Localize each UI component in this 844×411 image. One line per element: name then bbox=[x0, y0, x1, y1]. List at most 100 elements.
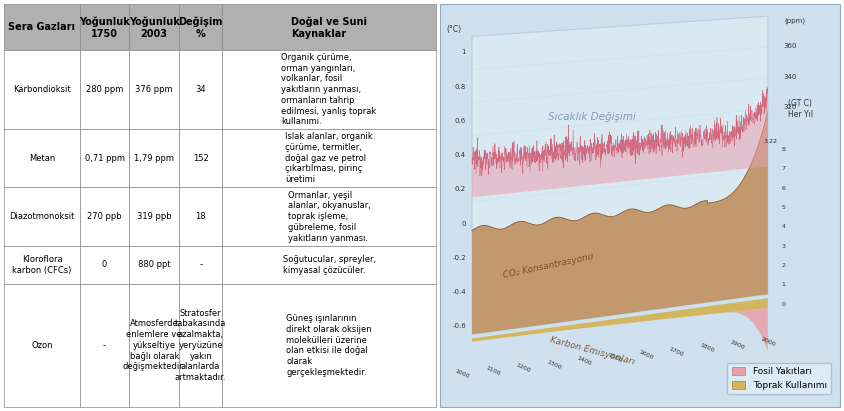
Text: 270 ppb: 270 ppb bbox=[87, 212, 122, 221]
Legend: Fosil Yakıtları, Toprak Kullanımı: Fosil Yakıtları, Toprak Kullanımı bbox=[728, 363, 831, 394]
Bar bbox=[80, 51, 129, 129]
Text: Sıcaklık Değişimi: Sıcaklık Değişimi bbox=[548, 112, 636, 122]
Text: Doğal ve Suni
Kaynaklar: Doğal ve Suni Kaynaklar bbox=[291, 16, 367, 39]
Bar bbox=[80, 4, 129, 51]
Text: Organik çürüme,
orman yangınları,
volkanlar, fosil
yakıtların yanması,
ormanları: Organik çürüme, orman yangınları, volkan… bbox=[281, 53, 376, 127]
Bar bbox=[4, 129, 80, 187]
Text: Karbondioksit: Karbondioksit bbox=[14, 85, 71, 94]
Text: -: - bbox=[103, 341, 106, 350]
Text: 1: 1 bbox=[462, 49, 466, 55]
Text: Değişim
%: Değişim % bbox=[178, 16, 223, 39]
Text: -: - bbox=[199, 261, 203, 269]
Text: 0: 0 bbox=[102, 261, 107, 269]
Text: -0.6: -0.6 bbox=[452, 323, 466, 329]
Text: Metan: Metan bbox=[29, 154, 55, 163]
Bar bbox=[179, 246, 222, 284]
Bar bbox=[4, 4, 80, 51]
Bar bbox=[80, 129, 129, 187]
Text: 8: 8 bbox=[782, 147, 786, 152]
Text: (°C): (°C) bbox=[446, 25, 462, 34]
Text: 1400: 1400 bbox=[576, 356, 592, 367]
Bar bbox=[80, 187, 129, 246]
Text: 0: 0 bbox=[782, 302, 786, 307]
Text: Yoğunluk
2003: Yoğunluk 2003 bbox=[129, 16, 180, 39]
Text: 1200: 1200 bbox=[515, 362, 532, 373]
Text: 340: 340 bbox=[784, 74, 798, 80]
Bar bbox=[222, 129, 436, 187]
Text: Soğutucular, spreyler,
kimyasal çözücüler.: Soğutucular, spreyler, kimyasal çözücüle… bbox=[283, 255, 376, 275]
Text: Yoğunluk
1750: Yoğunluk 1750 bbox=[79, 16, 130, 39]
Text: 2000: 2000 bbox=[760, 336, 776, 348]
Text: 1600: 1600 bbox=[637, 349, 653, 360]
Bar bbox=[222, 4, 436, 51]
Text: (ppm): (ppm) bbox=[785, 17, 806, 24]
Text: 4: 4 bbox=[782, 224, 786, 229]
Text: 1800: 1800 bbox=[699, 343, 715, 354]
Text: Güneş ışınlarının
direkt olarak oksijen
molekülleri üzerine
olan etkisi ile doğa: Güneş ışınlarının direkt olarak oksijen … bbox=[286, 314, 372, 377]
Text: Ozon: Ozon bbox=[31, 341, 52, 350]
Text: 1900: 1900 bbox=[729, 339, 745, 351]
Text: 0,71 ppm: 0,71 ppm bbox=[84, 154, 125, 163]
Text: Karbon Emisyonları: Karbon Emisyonları bbox=[549, 335, 636, 366]
Text: 18: 18 bbox=[195, 212, 206, 221]
Bar bbox=[129, 4, 179, 51]
Text: Ormanlar, yeşil
alanlar, okyanuslar,
toprak işleme,
gübreleme, fosil
yakıtların : Ormanlar, yeşil alanlar, okyanuslar, top… bbox=[288, 191, 371, 242]
Bar bbox=[179, 51, 222, 129]
Text: CO₂ Konsantrasyonu: CO₂ Konsantrasyonu bbox=[502, 252, 594, 280]
Text: 1500: 1500 bbox=[607, 353, 623, 364]
Text: Stratosfer
tabakasında
azalmakta,
yeryüzüne
yakın
alanlarda
artmaktadır.: Stratosfer tabakasında azalmakta, yeryüz… bbox=[175, 309, 226, 382]
Bar bbox=[222, 284, 436, 407]
Text: Diazotmonoksit: Diazotmonoksit bbox=[9, 212, 74, 221]
Polygon shape bbox=[472, 88, 768, 197]
Text: 360: 360 bbox=[784, 44, 798, 49]
Text: 3: 3 bbox=[782, 244, 786, 249]
Text: 1: 1 bbox=[782, 282, 786, 287]
Bar bbox=[222, 187, 436, 246]
Polygon shape bbox=[472, 112, 768, 335]
Text: 6: 6 bbox=[782, 186, 786, 191]
Bar bbox=[222, 51, 436, 129]
Text: 1100: 1100 bbox=[484, 365, 500, 376]
Bar bbox=[80, 246, 129, 284]
Bar bbox=[179, 4, 222, 51]
Text: 0: 0 bbox=[462, 221, 466, 226]
Polygon shape bbox=[472, 308, 768, 351]
Text: 0.6: 0.6 bbox=[455, 118, 466, 124]
Bar bbox=[4, 51, 80, 129]
Text: 1,79 ppm: 1,79 ppm bbox=[134, 154, 174, 163]
Bar bbox=[129, 246, 179, 284]
Text: Islak alanlar, organik
çürüme, termitler,
doğal gaz ve petrol
çıkartılması, piri: Islak alanlar, organik çürüme, termitler… bbox=[285, 132, 373, 184]
Text: -0.2: -0.2 bbox=[452, 255, 466, 261]
Text: -0.4: -0.4 bbox=[452, 289, 466, 295]
Bar bbox=[129, 51, 179, 129]
Text: Atmosferde
enlemlere ve
yükseltiye
bağlı olarak
değişmektedir.: Atmosferde enlemlere ve yükseltiye bağlı… bbox=[123, 319, 186, 372]
Bar bbox=[129, 129, 179, 187]
Bar bbox=[179, 129, 222, 187]
Text: 2: 2 bbox=[782, 263, 786, 268]
Text: 280 ppm: 280 ppm bbox=[86, 85, 123, 94]
Text: 0.8: 0.8 bbox=[455, 84, 466, 90]
Text: 320: 320 bbox=[784, 104, 798, 110]
Bar bbox=[179, 284, 222, 407]
Text: 1300: 1300 bbox=[546, 359, 562, 370]
Bar bbox=[179, 187, 222, 246]
Text: Sera Gazları: Sera Gazları bbox=[8, 22, 75, 32]
Text: Kloroflora
karbon (CFCs): Kloroflora karbon (CFCs) bbox=[13, 255, 72, 275]
Text: 0.2: 0.2 bbox=[455, 187, 466, 192]
Bar bbox=[80, 284, 129, 407]
Text: (GT C)
Her Yıl: (GT C) Her Yıl bbox=[787, 99, 813, 119]
Bar bbox=[4, 284, 80, 407]
Text: 5: 5 bbox=[782, 205, 786, 210]
Bar bbox=[222, 246, 436, 284]
Text: 880 ppt: 880 ppt bbox=[138, 261, 170, 269]
Text: 0.4: 0.4 bbox=[455, 152, 466, 158]
Polygon shape bbox=[472, 298, 768, 342]
Bar bbox=[129, 284, 179, 407]
Text: 34: 34 bbox=[195, 85, 206, 94]
Polygon shape bbox=[472, 16, 768, 335]
Bar bbox=[129, 187, 179, 246]
Text: 1700: 1700 bbox=[668, 346, 684, 357]
Bar bbox=[4, 187, 80, 246]
Bar bbox=[4, 246, 80, 284]
Text: 1000: 1000 bbox=[454, 369, 470, 380]
